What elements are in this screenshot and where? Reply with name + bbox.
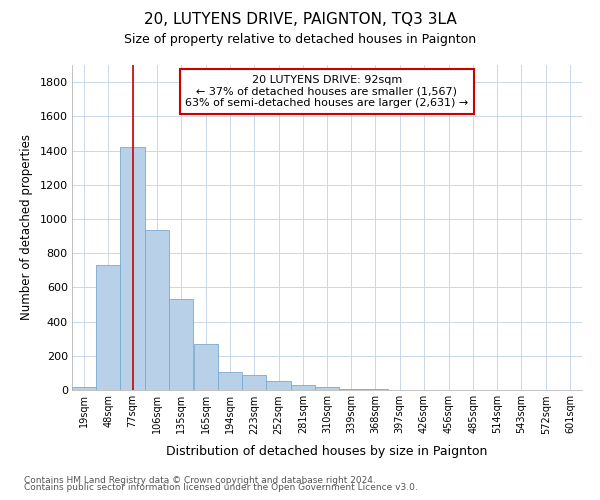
Text: Contains HM Land Registry data © Crown copyright and database right 2024.: Contains HM Land Registry data © Crown c… <box>24 476 376 485</box>
Bar <box>145 230 169 390</box>
Text: 20 LUTYENS DRIVE: 92sqm
← 37% of detached houses are smaller (1,567)
63% of semi: 20 LUTYENS DRIVE: 92sqm ← 37% of detache… <box>185 74 469 108</box>
Bar <box>315 386 339 390</box>
Bar <box>364 389 388 390</box>
Bar <box>266 382 290 390</box>
Bar <box>194 344 218 390</box>
Bar <box>96 265 121 390</box>
X-axis label: Distribution of detached houses by size in Paignton: Distribution of detached houses by size … <box>166 445 488 458</box>
Bar <box>339 389 364 390</box>
Bar <box>290 385 315 390</box>
Bar <box>121 147 145 390</box>
Text: Contains public sector information licensed under the Open Government Licence v3: Contains public sector information licen… <box>24 484 418 492</box>
Y-axis label: Number of detached properties: Number of detached properties <box>20 134 33 320</box>
Bar <box>218 372 242 390</box>
Text: 20, LUTYENS DRIVE, PAIGNTON, TQ3 3LA: 20, LUTYENS DRIVE, PAIGNTON, TQ3 3LA <box>143 12 457 28</box>
Bar <box>169 300 193 390</box>
Bar <box>242 374 266 390</box>
Bar <box>72 386 96 390</box>
Text: Size of property relative to detached houses in Paignton: Size of property relative to detached ho… <box>124 32 476 46</box>
